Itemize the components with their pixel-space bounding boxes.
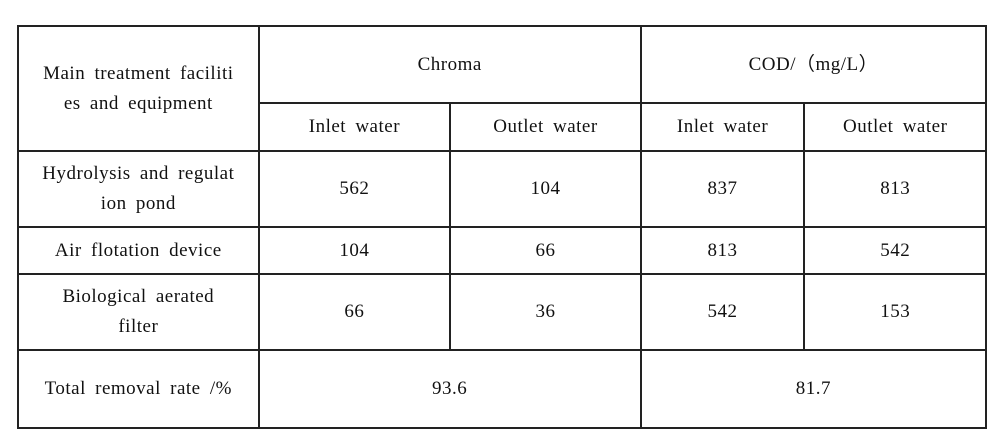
header-cell: Inlet water [639, 102, 806, 152]
cell: 104 [257, 226, 452, 275]
cell: 36 [449, 273, 642, 351]
cell: 104 [449, 150, 642, 228]
header-cell: COD/（mg/L） [639, 25, 988, 104]
total-row: Total removal rate /% 93.6 81.7 [17, 349, 988, 429]
cell: 66 [449, 226, 642, 275]
row-label: Total removal rate /% [17, 349, 260, 429]
data-table: Main treatment facilities and equipment … [17, 25, 988, 429]
header-row: Inlet water Outlet water Inlet water Out… [18, 102, 987, 152]
cell: 542 [803, 226, 987, 275]
cell: 813 [803, 150, 987, 228]
cell: 542 [639, 273, 806, 351]
header-cell: Outlet water [449, 102, 642, 152]
cell: 153 [803, 273, 987, 351]
row-label: Biological aerated filter [17, 273, 260, 351]
header-row: Main treatment facilities and equipment … [17, 25, 988, 152]
row-label: Hydrolysis and regulation pond [17, 150, 260, 228]
cell: 813 [639, 226, 806, 275]
header-cell: Outlet water [803, 102, 987, 152]
row: Biological aerated filter 66 36 542 153 [17, 273, 987, 351]
header-cell: Main treatment facilities and equipment [17, 25, 260, 152]
row: Hydrolysis and regulation pond 562 104 8… [17, 150, 987, 228]
cell: 93.6 [257, 349, 642, 429]
cell: 837 [639, 150, 806, 228]
header-cell: Inlet water [257, 102, 452, 152]
cell: 562 [257, 150, 452, 228]
row: Air flotation device 104 66 813 542 [17, 226, 987, 275]
header-cell: Chroma [257, 25, 642, 104]
cell: 66 [257, 273, 452, 351]
row-label: Air flotation device [17, 226, 260, 275]
cell: 81.7 [639, 349, 988, 429]
